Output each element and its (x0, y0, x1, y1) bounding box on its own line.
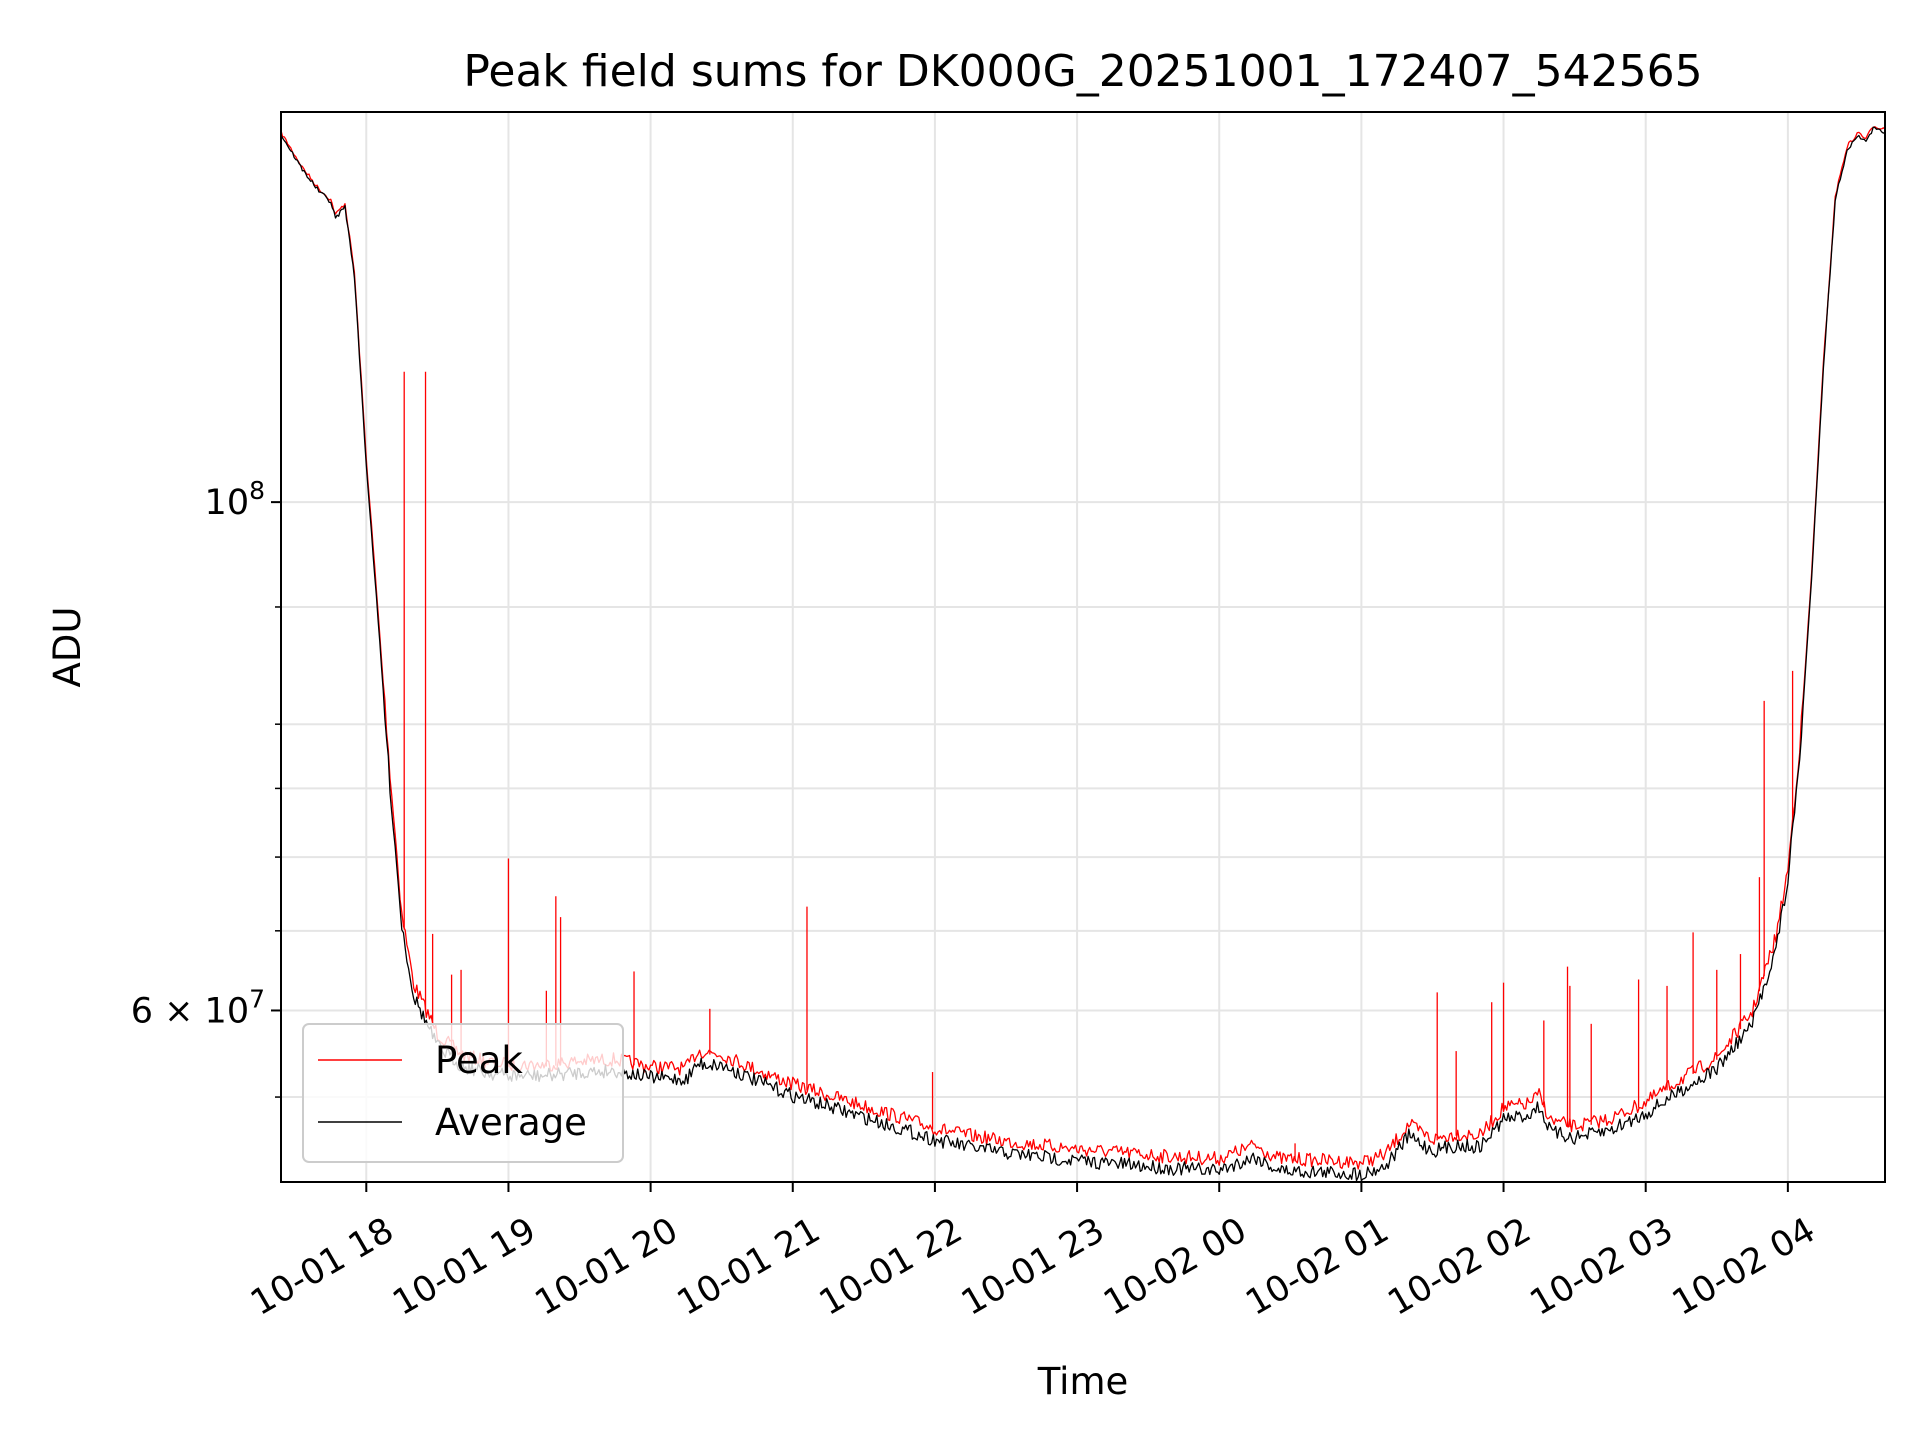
series-layer (280, 126, 1886, 1182)
legend-label-average: Average (435, 1101, 587, 1144)
chart-title: Peak field sums for DK000G_20251001_1724… (463, 46, 1702, 97)
x-axis-label: Time (1037, 1360, 1129, 1403)
y-tick-label: 6 × 107 (131, 984, 265, 1031)
y-tick-label: 108 (205, 476, 265, 523)
legend-box (302, 1023, 624, 1163)
legend: Peak Average (302, 1023, 624, 1163)
y-axis-label: ADU (46, 607, 89, 688)
plot-frame (280, 111, 1886, 1183)
legend-label-peak: Peak (435, 1039, 523, 1082)
